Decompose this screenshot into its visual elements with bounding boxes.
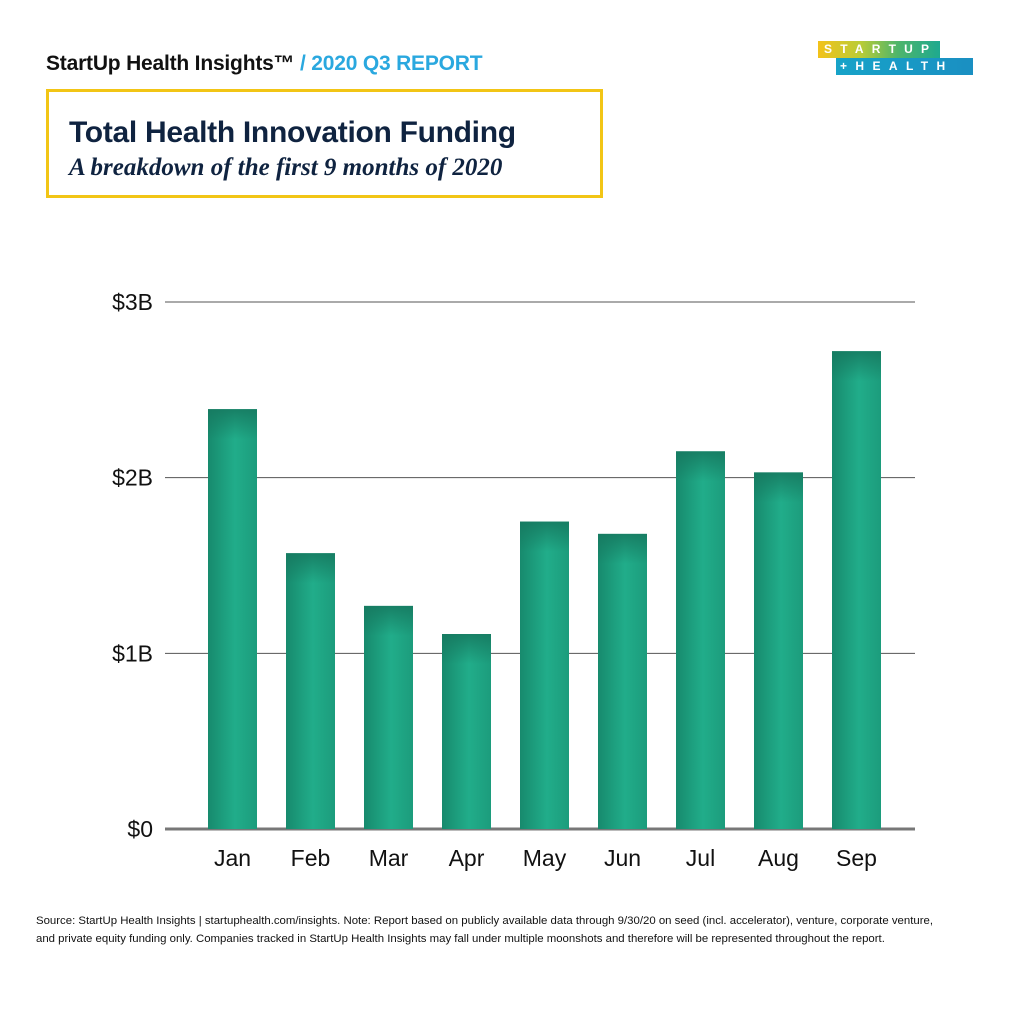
bar: [754, 472, 803, 829]
bar-top-shade: [364, 605, 413, 636]
x-tick-label: May: [523, 845, 567, 871]
bar: [598, 533, 647, 829]
y-tick-label: $2B: [112, 465, 153, 491]
bar-aug: [754, 472, 803, 829]
y-tick-label: $1B: [112, 640, 153, 666]
bar-top-shade: [286, 553, 335, 584]
y-tick-label: $0: [127, 816, 153, 842]
x-tick-label: Jan: [214, 845, 251, 871]
bar-apr: [442, 634, 491, 829]
x-tick-label: Feb: [291, 845, 331, 871]
bar: [286, 553, 335, 829]
chart-title: Total Health Innovation Funding: [69, 116, 516, 149]
logo-line-1: STARTUP: [818, 41, 940, 58]
chart-subtitle: A breakdown of the first 9 months of 202…: [69, 154, 503, 181]
y-axis-ticks: $0 $1B $2B $3B: [112, 289, 153, 842]
bar-top-shade: [208, 409, 257, 440]
bar-top-shade: [598, 533, 647, 564]
logo-line-2: +HEALTH: [836, 58, 973, 75]
title-box: Total Health Innovation Funding A breakd…: [46, 89, 603, 198]
startup-health-logo: STARTUP +HEALTH: [818, 41, 973, 75]
report-label: / 2020 Q3 REPORT: [294, 52, 483, 75]
x-tick-label: Sep: [836, 845, 877, 871]
source-footnote: Source: StartUp Health Insights | startu…: [36, 912, 1001, 948]
bar-sep: [832, 351, 881, 829]
y-tick-label: $3B: [112, 289, 153, 315]
x-tick-label: Apr: [449, 845, 485, 871]
bars: [208, 351, 881, 829]
bar-feb: [286, 553, 335, 829]
x-axis-ticks: Jan Feb Mar Apr May Jun Jul Aug Sep: [214, 845, 877, 871]
x-tick-label: Mar: [369, 845, 409, 871]
bar-mar: [364, 605, 413, 829]
bar-may: [520, 521, 569, 829]
bar: [208, 409, 257, 829]
bar-jan: [208, 409, 257, 829]
x-tick-label: Jul: [686, 845, 715, 871]
footnote-line-1: Source: StartUp Health Insights | startu…: [36, 915, 933, 927]
bar-top-shade: [442, 634, 491, 665]
bar: [676, 451, 725, 829]
bar-top-shade: [832, 351, 881, 382]
bar: [364, 605, 413, 829]
bar-top-shade: [676, 451, 725, 482]
footnote-line-2: and private equity funding only. Compani…: [36, 933, 885, 945]
bar-top-shade: [754, 472, 803, 503]
bar: [832, 351, 881, 829]
bar-top-shade: [520, 521, 569, 552]
brand-label: StartUp Health Insights™: [46, 52, 295, 75]
x-tick-label: Aug: [758, 845, 799, 871]
x-tick-label: Jun: [604, 845, 641, 871]
bar-jun: [598, 533, 647, 829]
bar: [442, 634, 491, 829]
bar-jul: [676, 451, 725, 829]
bar: [520, 521, 569, 829]
report-header: StartUp Health Insights™ / 2020 Q3 REPOR…: [46, 52, 483, 76]
